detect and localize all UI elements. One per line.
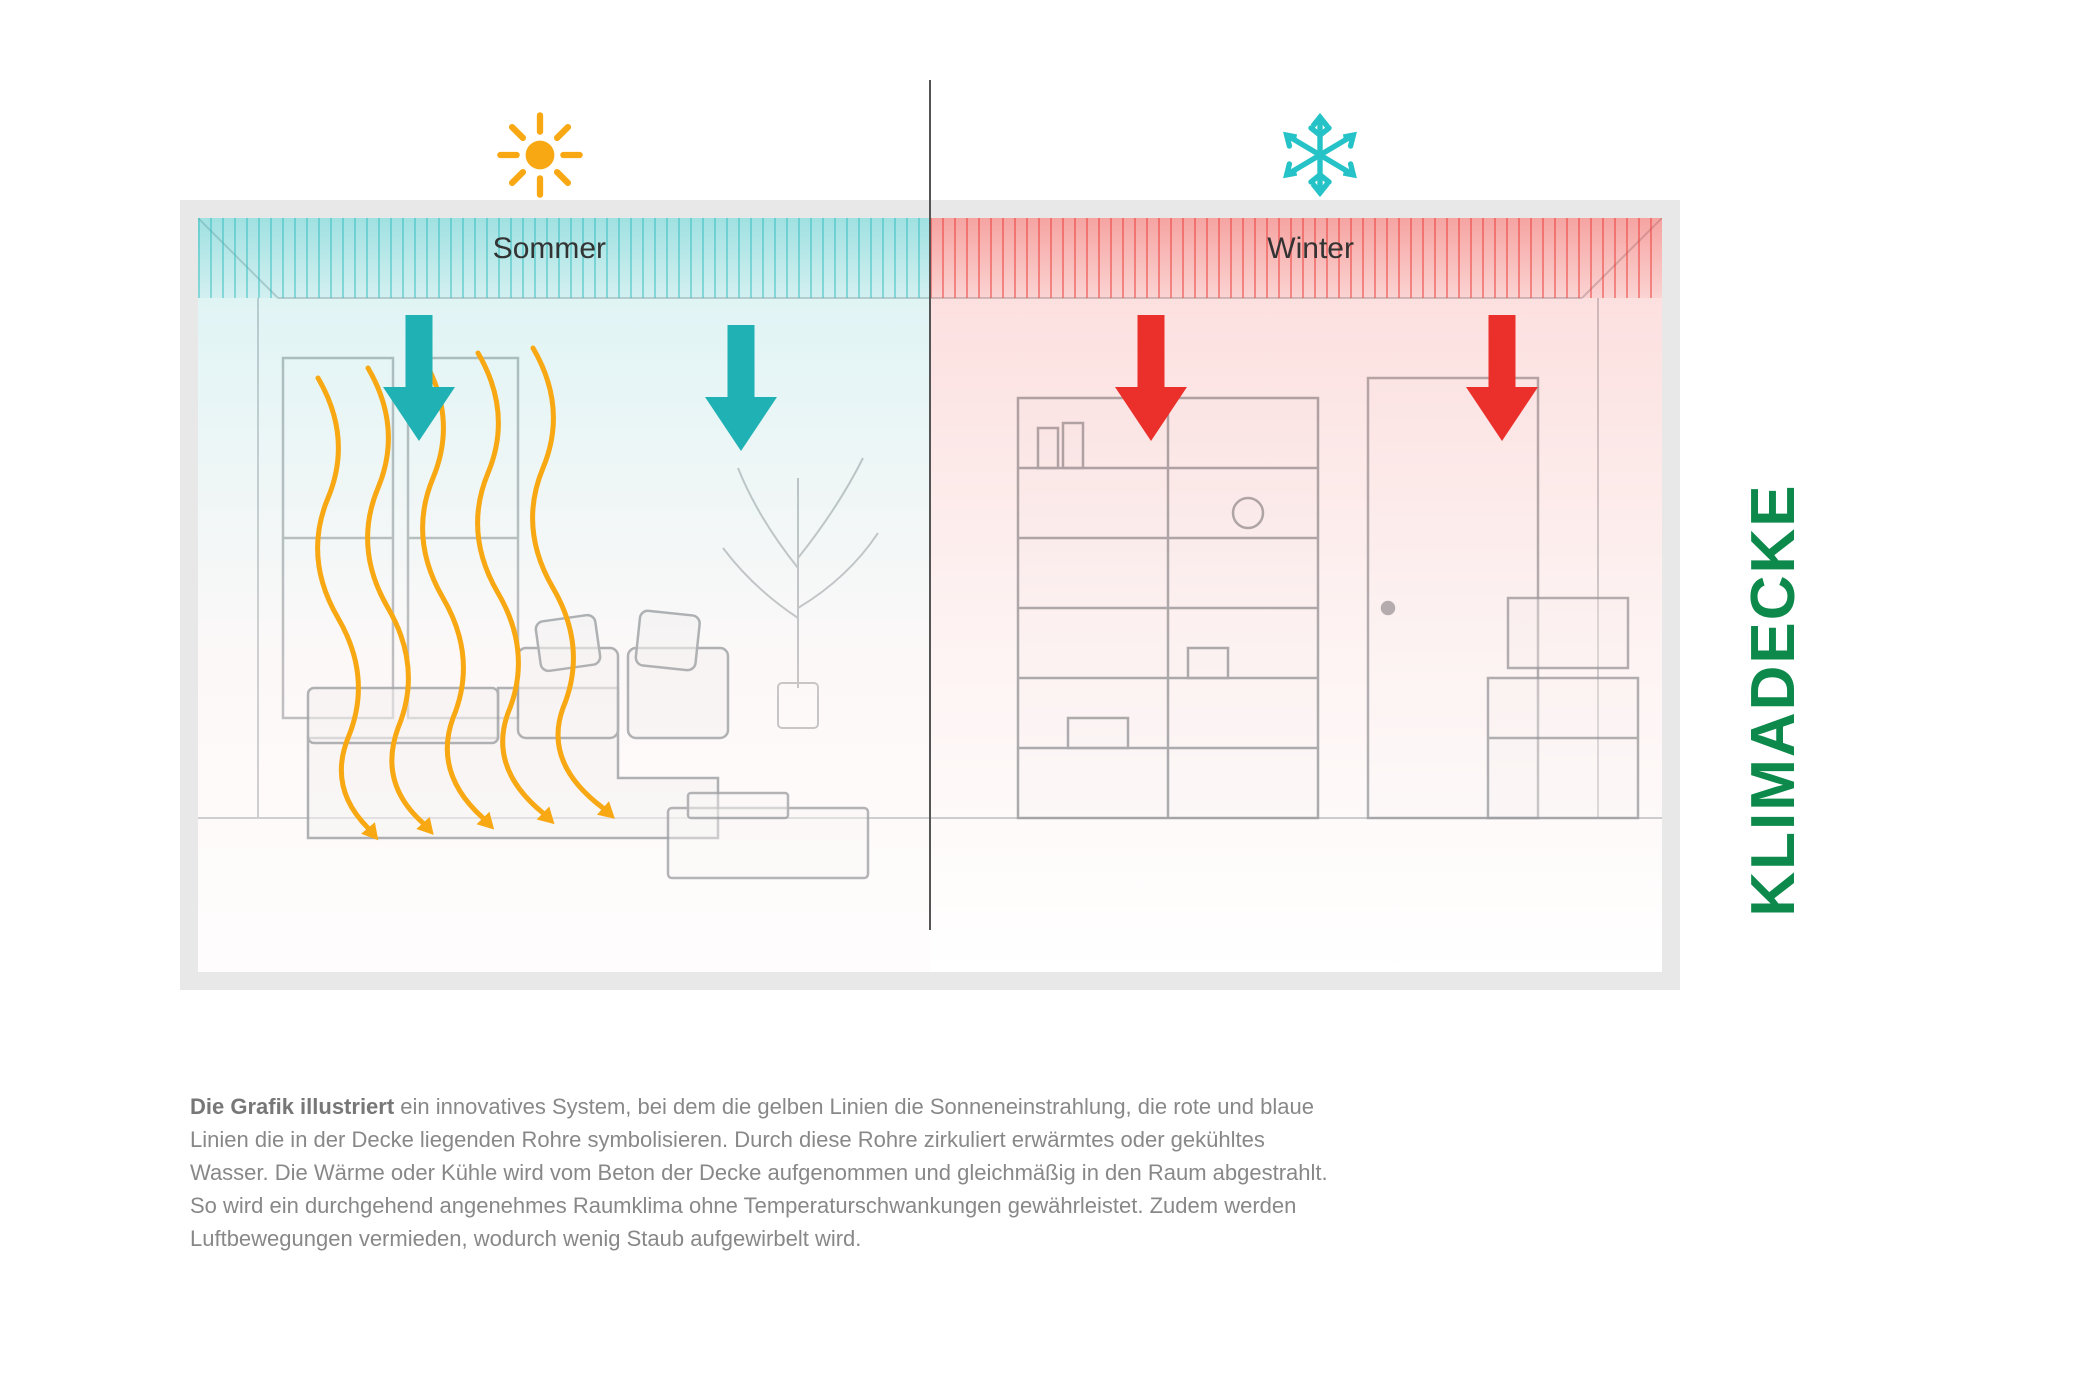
- cool-arrow-1: [696, 323, 786, 453]
- caption-lead: Die Grafik illustriert: [190, 1094, 394, 1119]
- diagram-container: Sommer Winter: [180, 140, 1680, 990]
- brand-text: KLIMADECKE: [1739, 483, 1808, 916]
- brand-title: KLIMADECKE: [1738, 483, 1809, 916]
- sun-icon: [495, 110, 585, 205]
- snowflake-icon: [1275, 110, 1365, 205]
- cool-arrow-0: [374, 313, 464, 443]
- caption-text: Die Grafik illustriert ein innovatives S…: [190, 1090, 1340, 1255]
- season-label-summer: Sommer: [493, 232, 606, 266]
- heat-arrow-0: [1106, 313, 1196, 443]
- heat-arrow-1: [1457, 313, 1547, 443]
- season-label-winter: Winter: [1267, 232, 1354, 266]
- center-divider: [929, 80, 931, 930]
